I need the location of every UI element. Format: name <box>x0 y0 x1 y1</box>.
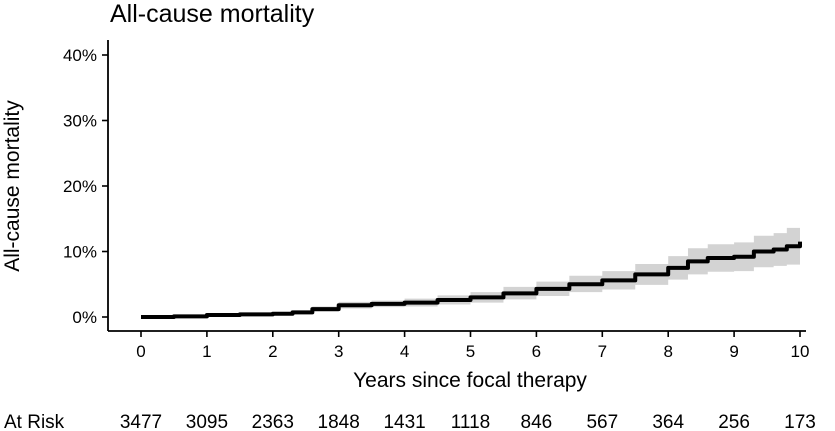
y-tick-label: 20% <box>63 177 97 196</box>
x-tick-label: 5 <box>466 342 475 361</box>
chart-title: All-cause mortality <box>110 0 315 28</box>
at-risk-value: 173 <box>784 412 816 431</box>
x-tick-label: 1 <box>202 342 211 361</box>
x-tick-label: 7 <box>598 342 607 361</box>
at-risk-value: 256 <box>718 412 750 431</box>
x-axis-ticks: 0 1 2 3 4 5 6 7 8 9 10 <box>136 331 809 361</box>
y-axis-ticks: 0% 10% 20% 30% 40% <box>63 46 108 327</box>
y-axis-title: All-cause mortality <box>1 100 24 272</box>
at-risk-label: At Risk <box>4 412 65 431</box>
x-tick-label: 9 <box>729 342 738 361</box>
at-risk-value: 364 <box>652 412 684 431</box>
at-risk-value: 1118 <box>451 412 490 431</box>
y-tick-label: 0% <box>72 308 97 327</box>
at-risk-value: 3477 <box>120 412 162 431</box>
at-risk-values: 3477 3095 2363 1848 1431 1118 846 567 364 256 173 <box>120 412 816 431</box>
at-risk-value: 1848 <box>318 412 360 431</box>
x-tick-label: 6 <box>532 342 541 361</box>
x-tick-label: 2 <box>268 342 277 361</box>
at-risk-value: 3095 <box>186 412 228 431</box>
at-risk-value: 567 <box>586 412 618 431</box>
x-tick-label: 4 <box>400 342 409 361</box>
y-tick-label: 30% <box>63 112 97 131</box>
x-tick-label: 10 <box>791 342 810 361</box>
x-tick-label: 0 <box>136 342 145 361</box>
x-tick-label: 8 <box>663 342 672 361</box>
at-risk-value: 846 <box>521 412 553 431</box>
y-tick-label: 10% <box>63 243 97 262</box>
x-axis-title: Years since focal therapy <box>353 369 587 392</box>
y-tick-label: 40% <box>63 46 97 65</box>
confidence-band <box>141 222 800 317</box>
series-line <box>141 241 802 319</box>
x-tick-label: 3 <box>334 342 343 361</box>
at-risk-value: 1431 <box>383 412 425 431</box>
at-risk-value: 2363 <box>252 412 294 431</box>
